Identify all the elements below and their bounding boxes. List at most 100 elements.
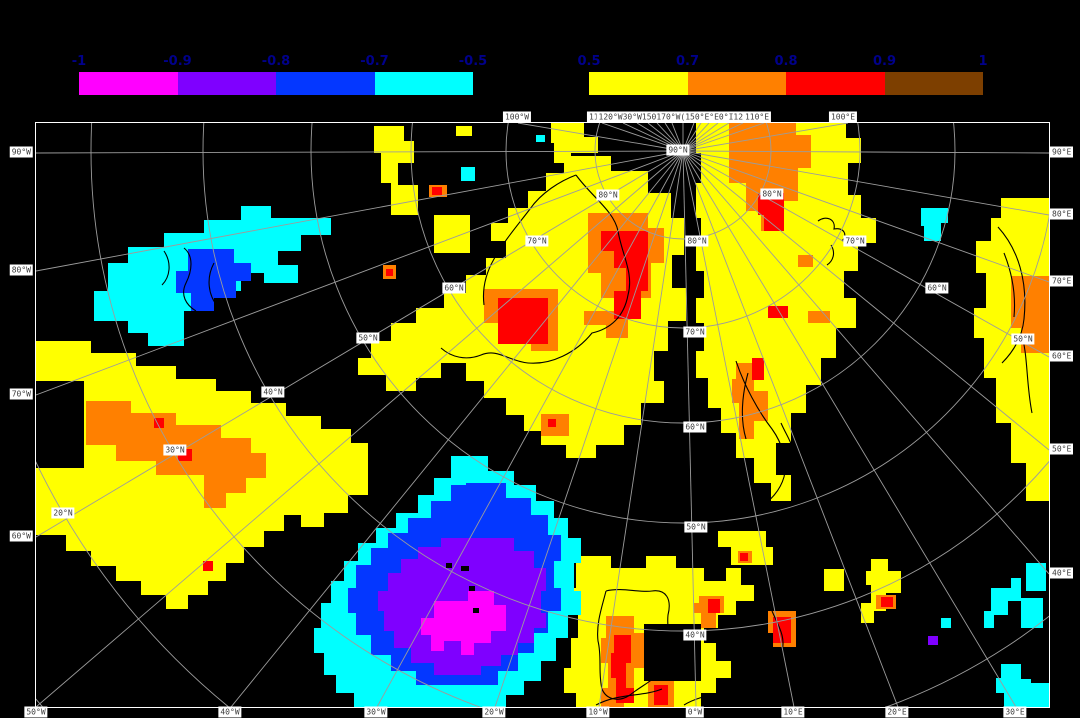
graticule-label: 100°E [828,111,858,123]
graticule-label: 70°N [683,326,707,338]
colorbar-negative-segment-2 [276,72,375,95]
coastline [771,610,784,652]
field-patch [469,586,475,591]
meridian-line [682,150,1049,575]
graticule-label: 80°N [596,189,620,201]
field-patch [498,298,548,344]
graticule [36,123,1049,707]
meridian-line [682,150,1017,707]
meridian-line [682,123,765,152]
field-patch [921,208,948,241]
graticule-label: 30°N [163,444,187,456]
field-patch [941,618,951,628]
graticule-label: 70°N [843,235,867,247]
graticule-label: 100°W [502,111,532,123]
colorbar-positive-tick-label: 1 [978,54,988,69]
graticule-label: 70°W [9,388,33,400]
field-patch [473,608,479,613]
field-patch [176,249,251,311]
field-patch [434,215,470,253]
meridian-line [36,150,684,154]
coastline [597,589,671,700]
field-patch [551,123,598,163]
meridian-line [682,150,1049,216]
graticule-label: 50°N [356,332,380,344]
graticule-label: 110°E [742,111,772,123]
graticule-label: 60°E [1050,350,1074,362]
field-patch [461,566,469,571]
colorbar-positive: 0.5 0.7 0.8 0.9 1 [577,54,988,95]
graticule-label: 120°W30°W150170°W(150°E°E0°I120°E [596,111,760,123]
colorbar-negative-segment-0 [79,72,178,95]
graticule-label: 90°N [666,144,690,156]
field-patch [758,193,784,231]
graticule-label: 50°E [1050,443,1074,455]
colorbar-negative-tick-label: -0.7 [360,54,389,69]
meridian-line [230,150,684,707]
latitude-circle [505,123,861,329]
graticule-label: 50°N [684,521,708,533]
colorbar-positive-tick-label: 0.9 [872,54,897,69]
graticule-label: 90°E [1050,146,1074,158]
graticule-label: 80°E [1050,208,1074,220]
latitude-circle [202,123,1049,632]
graticule-label: 20°E [885,706,909,718]
graticule-label: 50°W [24,706,48,718]
meridian-line [517,123,684,152]
meridian-line [598,150,684,707]
graticule-label: 30°W [364,706,388,718]
graticule-label: 40°N [261,386,285,398]
field-patch [984,578,1021,628]
colorbar-positive-tick-label: 0.7 [675,54,700,69]
graticule-label: 60°N [925,282,949,294]
meridian-line [376,150,684,707]
field-patch [601,231,648,291]
colorbar-negative-segments [79,72,473,95]
field-patch [824,569,844,591]
field-patch [974,198,1049,501]
meridian-line [36,150,684,272]
graticule-label: 60°W [9,530,33,542]
meridian-line [682,150,1049,451]
meridian-line [494,150,684,707]
meridian-line [682,150,1049,283]
colorbar-positive-segment-3 [884,72,983,95]
field-patch [708,599,720,613]
field-patch [154,418,164,428]
colorbar-negative-segment-1 [177,72,276,95]
meridian-line [682,150,1049,358]
map-canvas [36,123,1049,707]
field-patch [432,187,442,195]
graticule-label: 60°N [442,282,466,294]
meridian-line [682,123,849,152]
graticule-label: 60°N [683,421,707,433]
colorbar-positive-segments [589,72,983,95]
meridian-line [36,150,684,538]
field-patch [1011,276,1049,353]
field-patch [321,451,354,464]
colorbar-positive-segment-2 [786,72,885,95]
field-patch [654,685,668,705]
field-patch [798,255,813,267]
field-patch [461,167,475,181]
field-patch [740,553,748,561]
field-patch [1031,683,1049,707]
graticule-label: 40°E [1050,567,1074,579]
graticule-label: 20°N [51,507,75,519]
field-patch [752,358,764,380]
coastline [595,686,741,706]
graticule-label: 80°N [685,235,709,247]
field-patch [421,591,506,655]
graticule-label: 10°E [781,706,805,718]
graticule-label: 10°W [586,706,610,718]
graticule-label: 80°N [760,188,784,200]
meridian-line [682,150,899,707]
field-patch [536,135,545,142]
field-patches [36,123,1049,707]
graticule-label: 90°W [9,146,33,158]
field-patch [1021,598,1043,628]
field-patch [374,126,418,215]
coastline [735,360,795,508]
colorbar-negative-tick-label: -1 [71,54,87,69]
